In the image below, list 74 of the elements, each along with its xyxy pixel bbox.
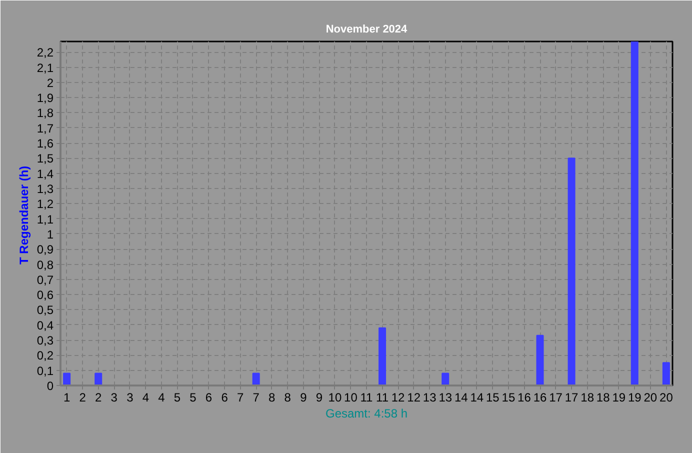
x-tick-label: 17 bbox=[564, 390, 579, 404]
y-tick-label: 1,9 bbox=[36, 91, 54, 106]
x-tick-label: 2 bbox=[95, 390, 102, 404]
y-tick-label: 0,4 bbox=[36, 318, 54, 332]
bar bbox=[442, 372, 450, 386]
y-tick-label: 0,9 bbox=[36, 242, 54, 257]
y-tick-label: 0 bbox=[46, 379, 54, 393]
x-tick-label: 19 bbox=[612, 390, 626, 404]
bar bbox=[252, 372, 260, 386]
y-tick-label: 0,3 bbox=[36, 334, 54, 348]
bar bbox=[63, 372, 71, 386]
bar bbox=[630, 42, 638, 386]
x-tick-label: 4 bbox=[142, 390, 150, 404]
y-tick-label: 1,7 bbox=[36, 121, 54, 136]
y-tick-label: 1,4 bbox=[36, 166, 54, 181]
x-tick-label: 10 bbox=[344, 390, 358, 404]
x-tick-label: 13 bbox=[422, 390, 437, 404]
x-tick-label: 16 bbox=[518, 390, 532, 404]
chart-title: November 2024 bbox=[326, 24, 408, 36]
x-tick-label: 2 bbox=[79, 390, 86, 404]
y-tick-label: 1,5 bbox=[36, 152, 54, 166]
x-tick-label: 15 bbox=[502, 390, 516, 404]
x-tick-label: 14 bbox=[454, 390, 468, 404]
y-tick-label: 0,5 bbox=[36, 303, 54, 318]
x-tick-label: 16 bbox=[533, 390, 548, 404]
x-tick-label: 12 bbox=[407, 390, 421, 404]
bar bbox=[94, 372, 102, 386]
x-tick-label: 7 bbox=[236, 390, 244, 404]
x-tick-label: 19 bbox=[628, 390, 642, 404]
x-tick-label: 9 bbox=[316, 390, 323, 404]
x-tick-label: 3 bbox=[110, 390, 118, 404]
bar bbox=[378, 327, 386, 386]
x-tick-label: 11 bbox=[376, 390, 389, 404]
text: Gesamt: 4:58 h bbox=[325, 406, 408, 420]
x-tick-label: 11 bbox=[360, 390, 374, 404]
x-tick-label: 20 bbox=[644, 390, 658, 404]
y-axis-title: T Regendauer (h) bbox=[16, 166, 31, 265]
x-tick-label: 14 bbox=[470, 390, 484, 404]
y-tick-label: 0,8 bbox=[36, 258, 54, 272]
y-tick-label: 1,8 bbox=[36, 106, 54, 120]
x-tick-label: 13 bbox=[438, 390, 452, 404]
x-tick-label: 8 bbox=[268, 390, 276, 404]
y-tick-label: 0,7 bbox=[36, 272, 54, 287]
y-tick-label: 2 bbox=[46, 76, 54, 90]
bar bbox=[536, 334, 544, 386]
x-tick-label: 6 bbox=[205, 390, 212, 404]
x-tick-label: 5 bbox=[174, 390, 181, 404]
y-tick-label: 1,1 bbox=[36, 212, 54, 226]
y-tick-label: 1,6 bbox=[36, 136, 54, 151]
x-tick-label: 5 bbox=[190, 390, 197, 404]
y-tick-label: 2,2 bbox=[36, 46, 54, 60]
y-tick-label: 1,2 bbox=[36, 197, 54, 212]
x-tick-label: 15 bbox=[486, 390, 500, 404]
y-tick-label: 0,6 bbox=[36, 288, 54, 302]
y-tick-label: 0,2 bbox=[36, 348, 54, 363]
x-tick-label: 1 bbox=[63, 390, 70, 404]
x-tick-label: 12 bbox=[391, 390, 406, 404]
y-tick-label: 2,1 bbox=[36, 60, 54, 75]
x-tick-label: 6 bbox=[221, 390, 228, 404]
x-tick-label: 18 bbox=[580, 390, 594, 404]
x-tick-label: 7 bbox=[252, 390, 260, 404]
x-tick-label: 20 bbox=[660, 390, 674, 404]
x-tick-label: 17 bbox=[549, 390, 563, 404]
x-tick-label: 4 bbox=[158, 390, 166, 404]
y-tick-label: 1,3 bbox=[36, 182, 54, 196]
x-tick-label: 9 bbox=[300, 390, 308, 404]
bar bbox=[662, 362, 670, 386]
bar bbox=[568, 158, 576, 386]
x-tick-label: 10 bbox=[328, 390, 342, 404]
x-tick-label: 8 bbox=[284, 390, 292, 404]
y-tick-label: 1 bbox=[46, 227, 54, 242]
x-tick-label: 3 bbox=[126, 390, 134, 404]
y-tick-label: 0,1 bbox=[36, 364, 54, 378]
x-tick-label: 18 bbox=[596, 390, 610, 404]
